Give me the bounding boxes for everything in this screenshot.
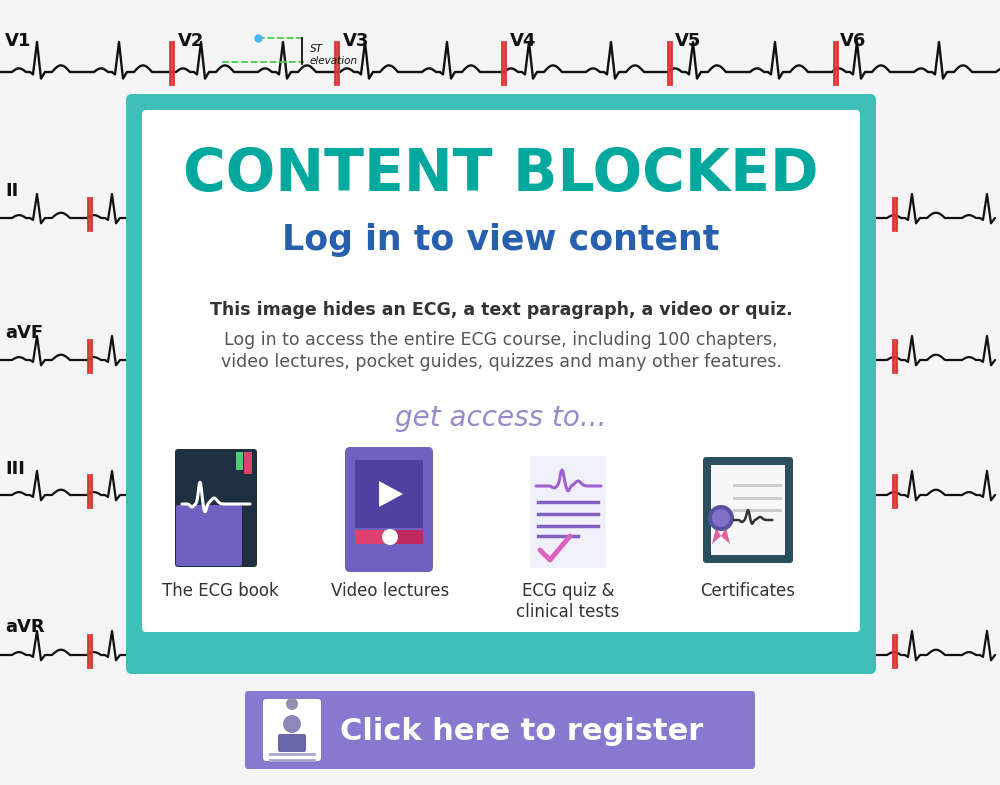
FancyBboxPatch shape (245, 691, 755, 769)
Polygon shape (712, 528, 721, 544)
Text: Certificates: Certificates (700, 582, 796, 600)
Circle shape (286, 698, 298, 710)
FancyBboxPatch shape (703, 457, 793, 563)
Text: video lectures, pocket guides, quizzes and many other features.: video lectures, pocket guides, quizzes a… (221, 353, 781, 371)
Text: V2: V2 (178, 32, 204, 50)
Text: V6: V6 (840, 32, 866, 50)
Circle shape (382, 529, 398, 545)
FancyBboxPatch shape (126, 94, 876, 674)
FancyBboxPatch shape (175, 449, 257, 567)
Text: V5: V5 (675, 32, 701, 50)
Bar (355, 530, 390, 544)
Text: Video lectures: Video lectures (331, 582, 449, 600)
Text: III: III (5, 460, 25, 478)
Bar (244, 452, 252, 474)
Text: ECG quiz &
clinical tests: ECG quiz & clinical tests (516, 582, 620, 621)
Text: The ECG book: The ECG book (162, 582, 278, 600)
Polygon shape (379, 481, 403, 507)
Bar (236, 452, 243, 470)
FancyBboxPatch shape (278, 734, 306, 752)
FancyBboxPatch shape (530, 456, 606, 568)
Circle shape (283, 715, 301, 733)
Text: This image hides an ECG, a text paragraph, a video or quiz.: This image hides an ECG, a text paragrap… (210, 301, 792, 319)
Text: Click here to register: Click here to register (340, 717, 704, 747)
Text: Log in to access the entire ECG course, including 100 chapters,: Log in to access the entire ECG course, … (224, 331, 778, 349)
Text: V1: V1 (5, 32, 31, 50)
FancyBboxPatch shape (345, 447, 433, 572)
Text: V4: V4 (510, 32, 536, 50)
Text: get access to...: get access to... (395, 404, 607, 432)
Text: aVF: aVF (5, 324, 43, 342)
Text: ST
elevation: ST elevation (310, 44, 358, 66)
Text: V3: V3 (343, 32, 369, 50)
FancyBboxPatch shape (263, 699, 321, 761)
Bar (711, 465, 785, 555)
FancyBboxPatch shape (176, 505, 242, 566)
Bar (178, 507, 240, 564)
Text: aVR: aVR (5, 618, 45, 636)
Polygon shape (721, 528, 730, 544)
Bar (355, 460, 423, 528)
FancyBboxPatch shape (142, 110, 860, 632)
Text: CONTENT BLOCKED: CONTENT BLOCKED (183, 147, 819, 203)
Circle shape (708, 505, 734, 531)
Text: Log in to view content: Log in to view content (282, 223, 720, 257)
Bar (355, 530, 423, 544)
Text: II: II (5, 182, 18, 200)
Circle shape (712, 509, 730, 527)
